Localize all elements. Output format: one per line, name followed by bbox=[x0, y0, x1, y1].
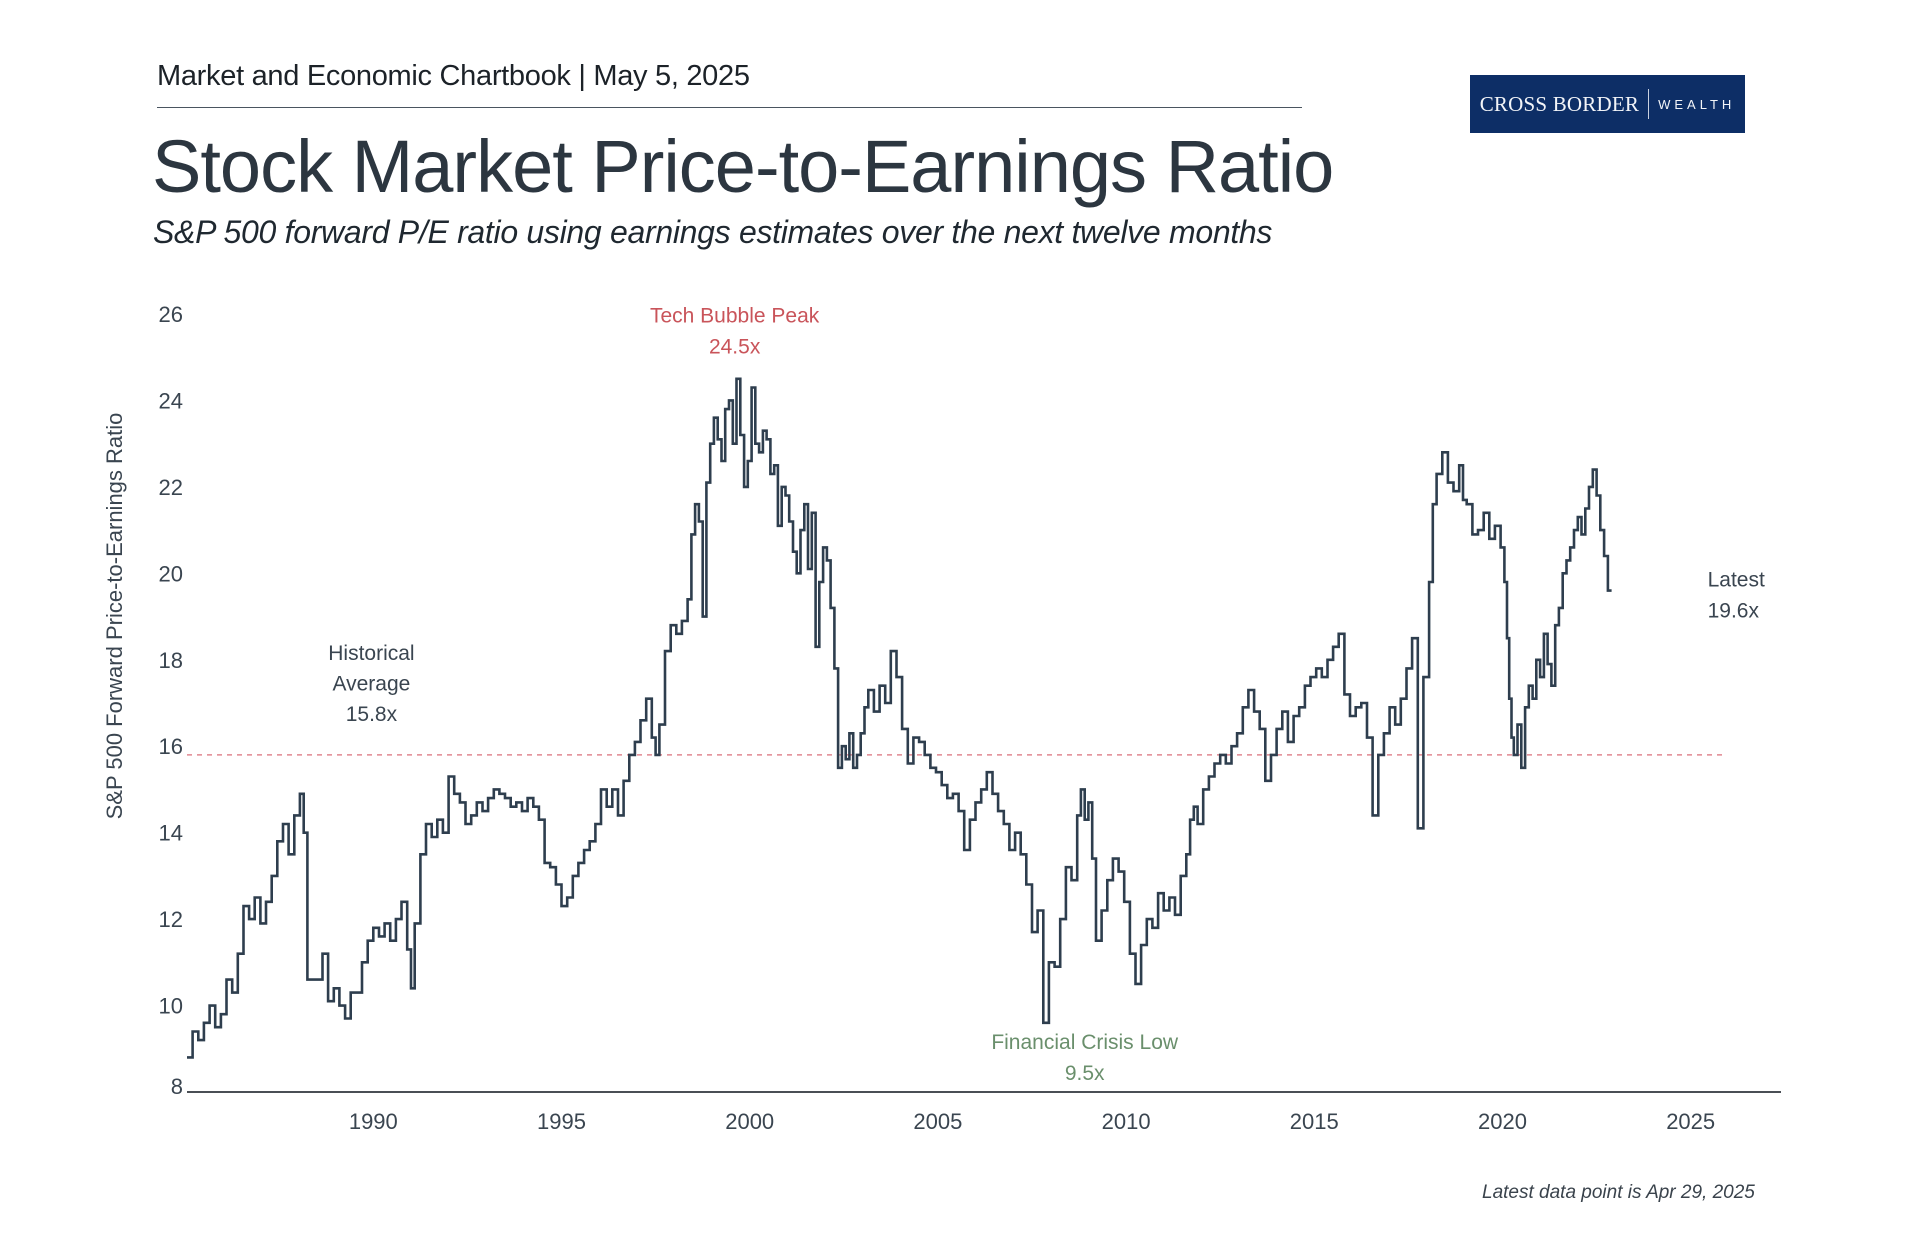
y-tick-label: 24 bbox=[159, 388, 183, 413]
x-tick-label: 1990 bbox=[349, 1109, 398, 1134]
brand-logo: CROSS BORDER WEALTH bbox=[1470, 75, 1745, 133]
y-axis-title: S&P 500 Forward Price-to-Earnings Ratio bbox=[102, 413, 127, 820]
annotation-line: Tech Bubble Peak bbox=[650, 305, 820, 328]
y-tick-label: 16 bbox=[159, 734, 183, 759]
annotation-financial-crisis-low: Financial Crisis Low 9.5x bbox=[991, 1031, 1179, 1085]
x-tick-label: 1995 bbox=[537, 1109, 586, 1134]
chartbook-header: Market and Economic Chartbook | May 5, 2… bbox=[157, 60, 750, 92]
chart-annotations: Tech Bubble Peak 24.5x Historical Average 15… bbox=[328, 305, 1765, 1085]
annotation-line: 9.5x bbox=[1065, 1062, 1105, 1085]
annotation-line: 24.5x bbox=[709, 336, 761, 359]
y-axis-ticks: 8 10 12 14 16 18 20 22 24 26 bbox=[159, 302, 183, 1099]
logo-secondary-text: WEALTH bbox=[1658, 96, 1736, 112]
x-axis-ticks: 1990 1995 2000 2005 2010 2015 2020 2025 bbox=[349, 1109, 1715, 1134]
y-tick-label: 22 bbox=[159, 475, 183, 500]
y-tick-label: 14 bbox=[159, 821, 183, 846]
y-tick-label: 26 bbox=[159, 302, 183, 327]
annotation-line: 15.8x bbox=[346, 703, 398, 726]
y-tick-label: 8 bbox=[171, 1074, 183, 1099]
annotation-line: Historical bbox=[328, 642, 414, 665]
x-tick-label: 2010 bbox=[1102, 1109, 1151, 1134]
x-tick-label: 2025 bbox=[1666, 1109, 1715, 1134]
annotation-line: Latest bbox=[1708, 568, 1765, 591]
page-subtitle: S&P 500 forward P/E ratio using earnings… bbox=[153, 214, 1273, 250]
annotation-line: Average bbox=[333, 672, 411, 695]
annotation-tech-bubble-peak: Tech Bubble Peak 24.5x bbox=[650, 305, 820, 359]
latest-data-footnote: Latest data point is Apr 29, 2025 bbox=[1482, 1182, 1755, 1203]
y-tick-label: 10 bbox=[159, 994, 183, 1019]
y-tick-label: 12 bbox=[159, 907, 183, 932]
y-tick-label: 18 bbox=[159, 648, 183, 673]
annotation-historical-average: Historical Average 15.8x bbox=[328, 642, 414, 726]
series-line-sp500-forward-pe bbox=[187, 377, 1612, 1059]
logo-separator bbox=[1648, 89, 1650, 119]
x-tick-label: 2020 bbox=[1478, 1109, 1527, 1134]
header-divider bbox=[157, 107, 1302, 108]
x-tick-label: 2015 bbox=[1290, 1109, 1339, 1134]
y-tick-label: 20 bbox=[159, 561, 183, 586]
logo-primary-text: CROSS BORDER bbox=[1479, 91, 1640, 116]
x-tick-label: 2000 bbox=[725, 1109, 774, 1134]
annotation-latest: Latest 19.6x bbox=[1708, 568, 1765, 622]
annotation-line: Financial Crisis Low bbox=[991, 1031, 1179, 1054]
x-tick-label: 2005 bbox=[913, 1109, 962, 1134]
page-title: Stock Market Price-to-Earnings Ratio bbox=[152, 125, 1334, 208]
annotation-line: 19.6x bbox=[1708, 599, 1760, 622]
